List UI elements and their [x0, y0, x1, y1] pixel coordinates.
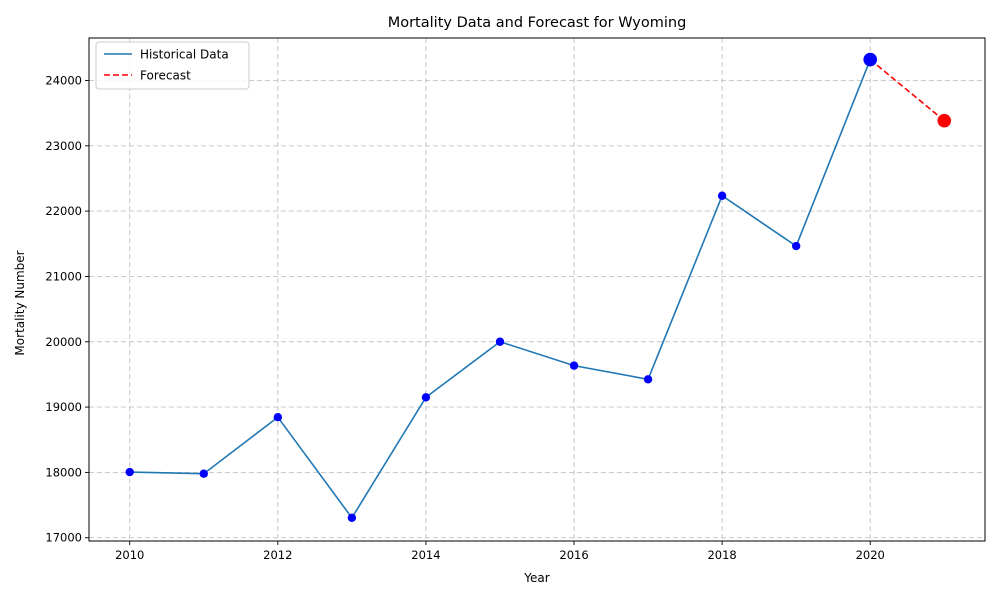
y-tick-label: 20000: [45, 335, 82, 349]
legend: Historical Data Forecast: [95, 41, 250, 90]
x-tick-label: 2014: [411, 548, 440, 562]
historical-data-point: [717, 191, 727, 200]
historical-data-point: [125, 467, 134, 477]
y-tick-label: 24000: [45, 73, 82, 87]
historical-data-point: [347, 513, 357, 523]
x-tick-label: 2012: [263, 548, 292, 562]
y-tick-label: 18000: [45, 465, 82, 479]
grid-lines: [89, 38, 985, 541]
series-layer: [125, 52, 952, 523]
historical-data-point: [199, 469, 208, 478]
y-tick-label: 22000: [45, 204, 82, 218]
historical-data-point: [495, 337, 505, 346]
x-axis: 2010 2012 2014 2016 2018 2020: [115, 541, 885, 562]
historical-data-point: [273, 413, 283, 422]
historical-data-point: [569, 361, 579, 370]
y-tick-label: 19000: [45, 400, 82, 414]
x-tick-label: 2010: [115, 548, 144, 562]
legend-label: Forecast: [140, 69, 191, 83]
y-axis: 17000 18000 19000 20000 21000 22000 23000 24000: [45, 73, 89, 545]
historical-data-point: [643, 375, 653, 384]
forecast-line: [869, 58, 945, 122]
x-axis-label: Year: [523, 571, 549, 585]
highlighted-point: [937, 113, 952, 128]
legend-label: Historical Data: [140, 48, 229, 62]
y-tick-label: 17000: [45, 531, 82, 545]
x-tick-label: 2016: [559, 548, 588, 562]
y-tick-label: 21000: [45, 269, 82, 283]
chart-title: Mortality Data and Forecast for Wyoming: [388, 15, 687, 31]
plot-frame: [88, 37, 986, 542]
x-tick-label: 2020: [856, 548, 885, 562]
legend-box: [95, 41, 250, 90]
historical-data-point: [421, 393, 431, 402]
y-tick-label: 23000: [45, 139, 82, 153]
historical-data-point: [791, 241, 801, 251]
x-tick-label: 2018: [707, 548, 736, 562]
y-axis-label: Mortality Number: [13, 250, 27, 355]
historical-data-line: [129, 59, 871, 520]
highlighted-point: [863, 52, 878, 67]
